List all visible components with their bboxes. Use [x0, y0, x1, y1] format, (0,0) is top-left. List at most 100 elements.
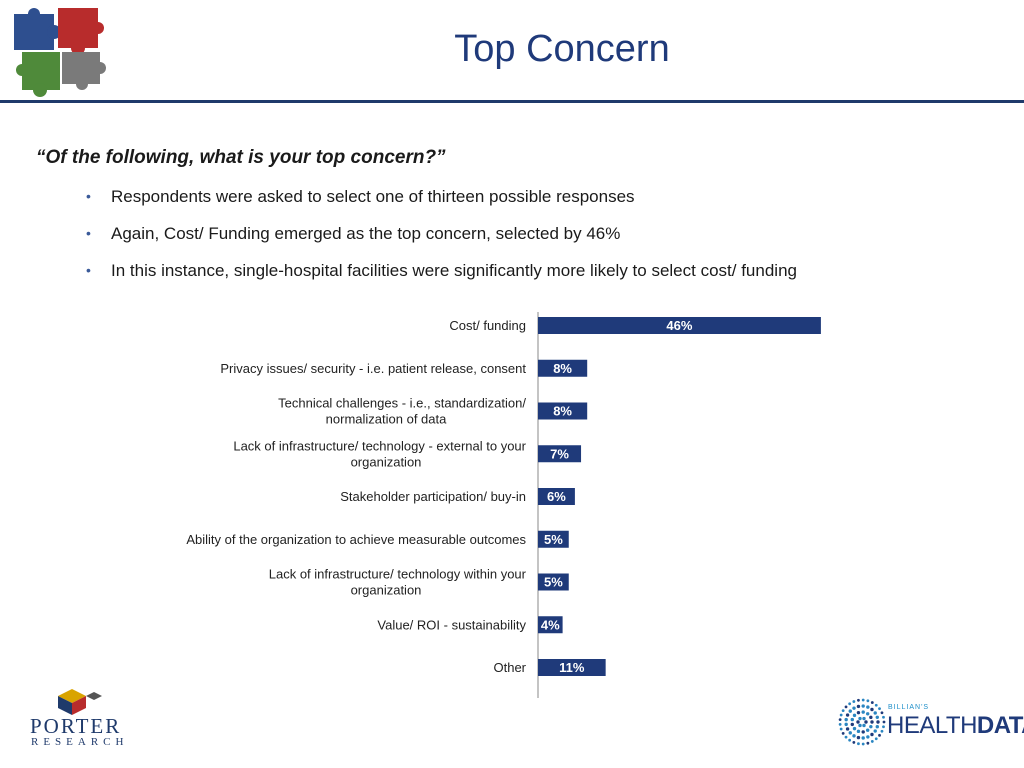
bar [538, 573, 569, 591]
logo-dot [882, 725, 885, 729]
healthdata-logo-name: HEALTHDATATM [887, 712, 1024, 740]
category-label: Stakeholder participation/ buy-in [340, 489, 526, 504]
bar [538, 317, 821, 334]
bar-value-label: 11% [559, 660, 585, 675]
category-label: Value/ ROI - sustainability [377, 617, 526, 632]
logo-dot [858, 716, 862, 721]
logo-dot [857, 742, 860, 746]
logo-dot [870, 720, 874, 724]
logo-dot [861, 704, 865, 708]
logo-dot [852, 706, 856, 710]
bar-value-label: 5% [544, 532, 563, 547]
bar [538, 488, 575, 505]
healthdata-logo-small: BILLIAN'S [888, 704, 930, 711]
logo-dot [844, 705, 848, 709]
logo-dot [861, 736, 865, 740]
survey-question: “Of the following, what is your top conc… [36, 147, 446, 168]
logo-dot [839, 727, 843, 731]
logo-dot [864, 720, 868, 724]
logo-dot [838, 718, 842, 722]
logo-dot [856, 710, 861, 715]
category-label: Technical challenges - i.e., standardiza… [278, 396, 526, 427]
logo-dot [856, 729, 861, 734]
logo-dot [870, 732, 874, 737]
category-label: Cost/ funding [449, 318, 526, 333]
category-label: Other [493, 660, 526, 675]
logo-dot [839, 713, 843, 717]
bar [538, 659, 606, 676]
logo-dot [857, 698, 860, 702]
logo-dot [866, 741, 870, 745]
logo-dot [874, 703, 878, 707]
logo-dot [870, 707, 874, 712]
logo-dot [841, 731, 845, 735]
bar-value-label: 5% [544, 575, 563, 590]
logo-dot [844, 735, 848, 739]
logo-dot [862, 723, 866, 728]
logo-dot [848, 702, 852, 706]
logo-dot [848, 738, 852, 742]
healthdata-logo-a: HEALTH [887, 712, 977, 739]
logo-dot [866, 735, 870, 739]
logo-dot [866, 705, 870, 709]
bar-value-label: 8% [553, 361, 572, 376]
bullet-dot-icon: • [86, 225, 91, 241]
network-dots-icon [838, 698, 886, 746]
logo-dot [856, 720, 860, 724]
logo-dot [875, 725, 879, 729]
porter-logo-name: PORTER [30, 714, 122, 738]
logo-dot [844, 717, 848, 722]
bar [538, 530, 569, 548]
logo-dot [852, 713, 857, 718]
bullet-item: • Again, Cost/ Funding emerged as the top… [86, 223, 797, 244]
logo-dot [882, 720, 886, 724]
bullet-list: • Respondents were asked to select one of… [86, 186, 797, 297]
category-label: Lack of infrastructure/ technology - ext… [233, 438, 526, 469]
logo-dot [882, 715, 885, 719]
logo-dot [848, 731, 852, 735]
logo-dot [858, 723, 862, 728]
bar-value-label: 7% [550, 446, 569, 461]
logo-dot [866, 699, 870, 703]
bullet-text: Again, Cost/ Funding emerged as the top … [111, 224, 621, 243]
logo-dot [878, 707, 881, 711]
logo-dot [873, 711, 877, 715]
logo-dot [865, 728, 870, 732]
porter-cube-icon [58, 689, 102, 715]
puzzle-icon [14, 8, 106, 97]
bar [538, 359, 588, 377]
logo-dot [873, 729, 877, 733]
bar [538, 445, 582, 463]
logo-dot [870, 740, 874, 743]
logo-dot [878, 733, 881, 737]
logo-dot [880, 711, 884, 715]
healthdata-logo-b: DATA [976, 712, 1024, 739]
logo-dot [844, 722, 848, 727]
logo-dot [861, 742, 865, 746]
logo-dot [852, 741, 856, 744]
logo-dot [852, 726, 857, 731]
category-label: Ability of the organization to achieve m… [186, 532, 526, 547]
logo-dot [869, 724, 873, 729]
logo-dot [861, 710, 865, 714]
logo-dot [838, 722, 842, 726]
logo-dot [845, 713, 850, 717]
logo-dot [876, 720, 880, 724]
porter-logo-sub: RESEARCH [31, 736, 129, 748]
bar-chart: 46% Cost/ funding 8% Privacy issues/ securi… [186, 312, 821, 698]
page-title: Top Concern [454, 28, 670, 70]
title-divider [0, 100, 1024, 103]
logo-dot [861, 730, 865, 734]
logo-dot [850, 717, 854, 722]
logo-dot [852, 700, 856, 703]
bullet-item: • Respondents were asked to select one of… [86, 186, 797, 207]
logo-dot [861, 698, 865, 702]
bar-value-label: 8% [553, 404, 572, 419]
logo-dot [850, 722, 854, 727]
bullet-text: In this instance, single-hospital facili… [111, 261, 797, 280]
logo-dot [880, 729, 884, 733]
logo-dot [862, 716, 866, 721]
logo-dot [875, 715, 879, 719]
logo-dot [856, 735, 861, 740]
category-label: Lack of infrastructure/ technology withi… [269, 567, 527, 598]
